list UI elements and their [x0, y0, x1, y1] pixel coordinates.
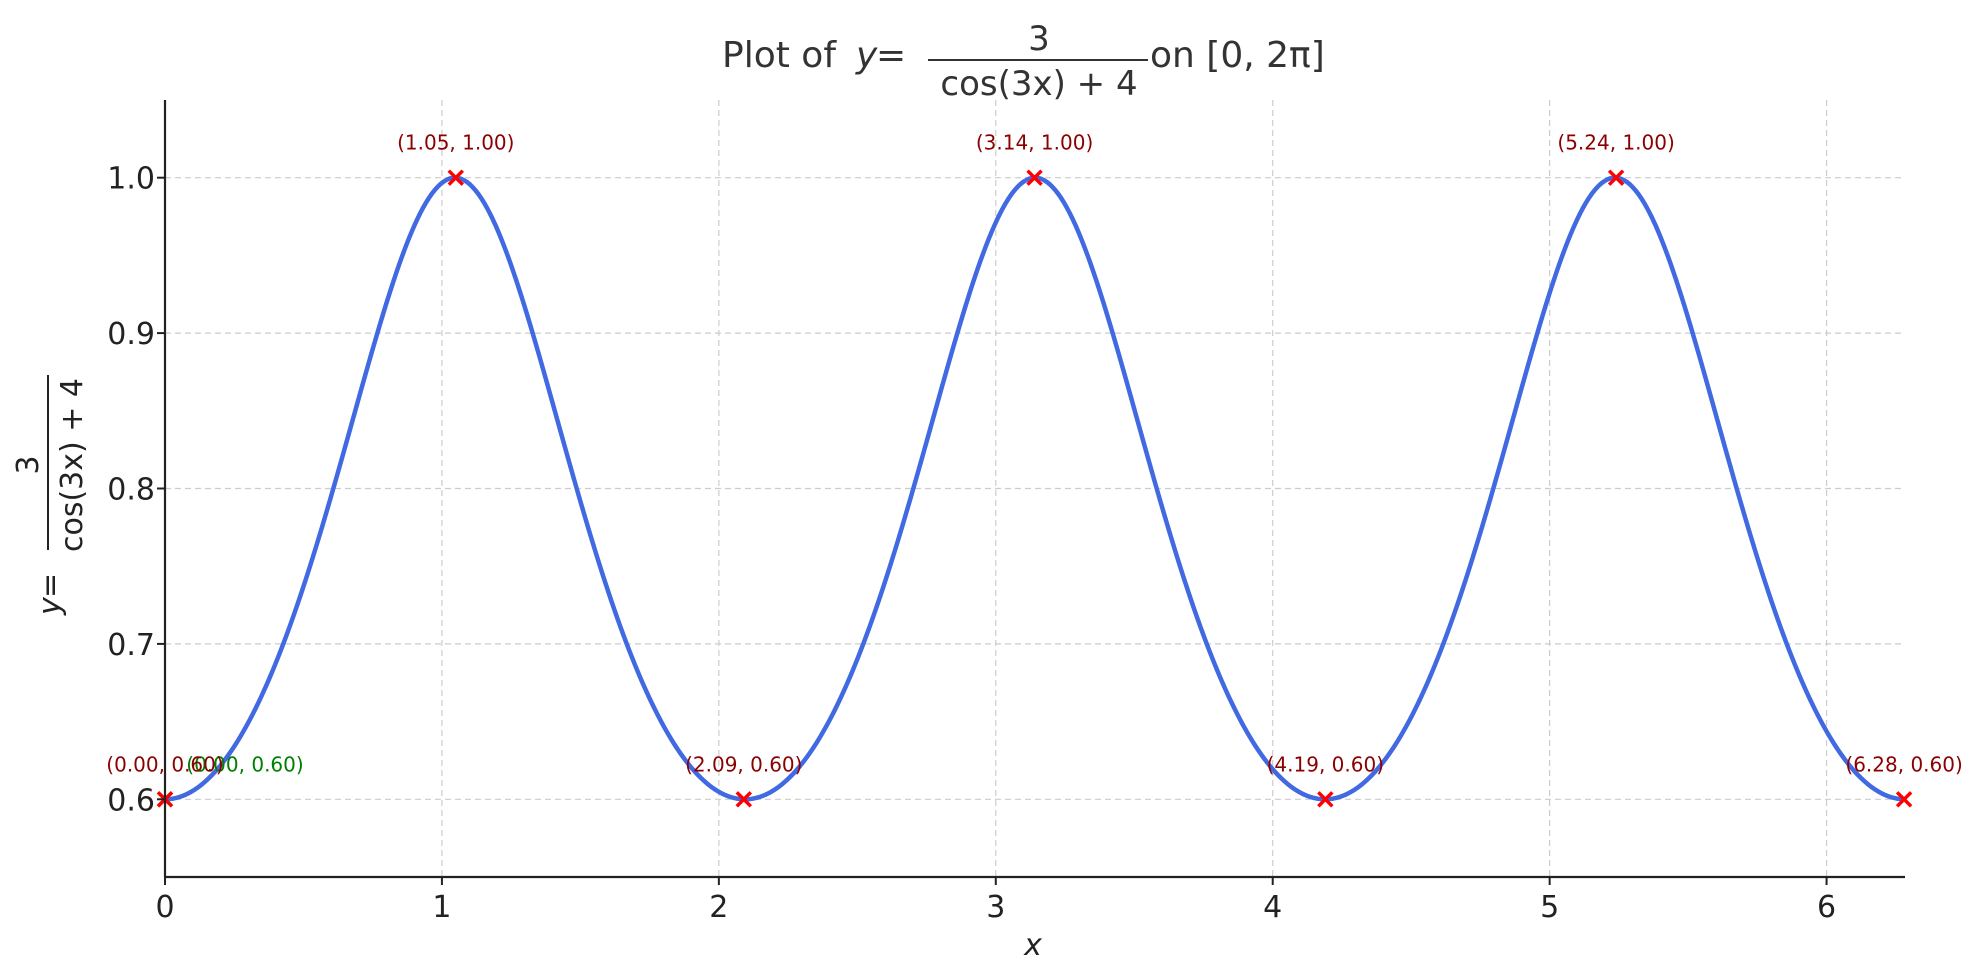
- point-label: (4.19, 0.60): [1267, 752, 1384, 776]
- point-marker: [1607, 169, 1625, 186]
- x-tick-label: 4: [1263, 890, 1282, 925]
- title-numerator: 3: [1028, 19, 1050, 59]
- point-label: (6.28, 0.60): [1845, 752, 1962, 776]
- grid: [164, 100, 1905, 877]
- axes: 0 1 2 3 4 5 6 0.6 0.7 0.8 0.9 1.0: [107, 100, 1905, 925]
- x-tick-label: 6: [1817, 890, 1836, 925]
- ylabel-var: y: [33, 596, 68, 616]
- point-label: (2.09, 0.60): [685, 752, 802, 776]
- x-tick-label: 5: [1540, 890, 1559, 925]
- point-label: (5.24, 1.00): [1557, 131, 1674, 155]
- y-tick-label: 0.8: [107, 473, 155, 508]
- ylabel-denominator: cos(3x) + 4: [55, 378, 90, 552]
- point-marker: [1026, 169, 1043, 186]
- x-tick-label: 0: [155, 890, 174, 925]
- title-eq: =: [876, 35, 906, 76]
- point-label: (1.05, 1.00): [397, 131, 514, 155]
- y-tick-label: 0.9: [107, 317, 155, 352]
- marker-layer: (0.00, 0.60)(0.00, 0.60)(1.05, 1.00)(2.0…: [106, 131, 1963, 808]
- y-tick-label: 0.6: [107, 783, 155, 818]
- point-label: (3.14, 1.00): [976, 131, 1093, 155]
- y-tick-label: 0.7: [107, 628, 155, 663]
- chart-title: Plot of y = 3 cos(3x) + 4 on [0, 2π]: [722, 19, 1325, 104]
- x-tick-label: 2: [709, 890, 728, 925]
- point-marker: [1317, 791, 1334, 808]
- point-marker: [447, 169, 465, 186]
- x-tick-label: 3: [986, 890, 1005, 925]
- point-marker: [735, 791, 753, 808]
- point-marker: [1895, 791, 1913, 808]
- point-label: (0.00, 0.60): [186, 752, 303, 776]
- y-axis-label: y = 3 cos(3x) + 4: [11, 375, 90, 616]
- y-tick-label: 1.0: [107, 162, 155, 197]
- x-axis-label: x: [1023, 928, 1042, 963]
- title-denominator: cos(3x) + 4: [940, 64, 1137, 104]
- ylabel-numerator: 3: [11, 455, 46, 474]
- ylabel-eq: =: [33, 573, 68, 598]
- x-tick-label: 1: [432, 890, 451, 925]
- title-prefix: Plot of: [722, 35, 837, 76]
- title-var: y: [855, 35, 878, 76]
- title-suffix: on [0, 2π]: [1150, 35, 1325, 76]
